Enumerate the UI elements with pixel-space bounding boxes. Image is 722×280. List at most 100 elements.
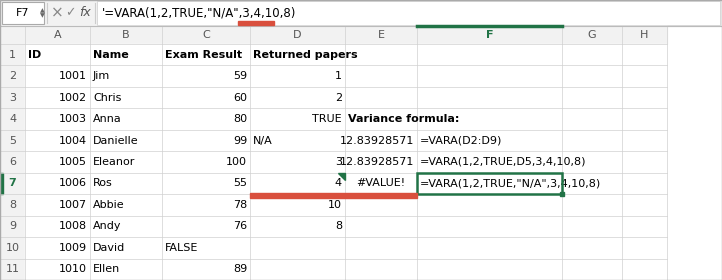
Bar	[162, 130, 250, 151]
Bar	[562, 151, 622, 173]
Bar	[25, 173, 90, 194]
Text: 76: 76	[233, 221, 247, 231]
Text: A: A	[53, 30, 61, 40]
Bar	[0, 173, 25, 194]
Bar	[250, 193, 417, 198]
Bar	[25, 66, 90, 87]
Bar	[250, 130, 345, 151]
Bar	[562, 216, 622, 237]
Bar	[90, 194, 162, 216]
Bar	[162, 151, 250, 173]
Bar	[562, 194, 622, 216]
Text: ▲: ▲	[40, 8, 44, 13]
Polygon shape	[338, 173, 345, 180]
Bar	[417, 108, 562, 130]
Text: 7: 7	[9, 178, 17, 188]
Bar	[562, 44, 622, 66]
Bar	[345, 258, 417, 280]
Text: 4: 4	[9, 114, 16, 124]
Text: 1010: 1010	[59, 264, 87, 274]
Bar	[622, 130, 667, 151]
Bar	[345, 216, 417, 237]
Bar	[562, 66, 622, 87]
Text: Andy: Andy	[93, 221, 121, 231]
Bar	[25, 108, 90, 130]
Bar	[0, 216, 25, 237]
Bar	[417, 26, 562, 44]
Bar	[560, 192, 563, 196]
Text: ▼: ▼	[40, 13, 44, 18]
Bar	[0, 173, 2, 194]
Bar	[162, 66, 250, 87]
Bar	[90, 151, 162, 173]
Text: Chris: Chris	[93, 93, 121, 103]
Text: F: F	[486, 30, 493, 40]
Bar	[622, 151, 667, 173]
Text: Danielle: Danielle	[93, 136, 139, 146]
Text: '=VARA(1,2,TRUE,"N/A",3,4,10,8): '=VARA(1,2,TRUE,"N/A",3,4,10,8)	[102, 6, 296, 20]
Bar	[622, 237, 667, 258]
Bar	[622, 216, 667, 237]
Text: 4: 4	[335, 178, 342, 188]
Bar	[162, 258, 250, 280]
Text: 10: 10	[328, 200, 342, 210]
Bar	[250, 237, 345, 258]
Text: 5: 5	[9, 136, 16, 146]
Bar	[417, 194, 562, 216]
Bar	[250, 66, 345, 87]
Bar	[417, 44, 562, 66]
Bar	[562, 237, 622, 258]
Text: #VALUE!: #VALUE!	[357, 178, 406, 188]
Bar	[2, 2, 44, 24]
Bar	[90, 237, 162, 258]
Bar	[25, 237, 90, 258]
Bar	[417, 173, 562, 194]
Bar	[162, 173, 250, 194]
Bar	[162, 216, 250, 237]
Bar	[90, 87, 162, 108]
Bar	[562, 130, 622, 151]
Bar	[345, 151, 417, 173]
Text: 9: 9	[9, 221, 16, 231]
Bar	[0, 87, 25, 108]
Bar	[622, 44, 667, 66]
Bar	[622, 194, 667, 216]
Text: E: E	[378, 30, 385, 40]
Bar	[25, 258, 90, 280]
Bar	[162, 87, 250, 108]
Text: 100: 100	[226, 157, 247, 167]
Text: Name: Name	[93, 50, 129, 60]
Text: ×: ×	[51, 6, 64, 20]
Text: 8: 8	[335, 221, 342, 231]
Bar	[0, 194, 25, 216]
Bar	[417, 87, 562, 108]
Bar	[417, 258, 562, 280]
Bar	[345, 87, 417, 108]
Bar	[25, 194, 90, 216]
Bar	[25, 130, 90, 151]
Bar	[0, 237, 25, 258]
Text: Anna: Anna	[93, 114, 122, 124]
Text: Ros: Ros	[93, 178, 113, 188]
Text: N/A: N/A	[253, 136, 273, 146]
Text: 89: 89	[232, 264, 247, 274]
Text: 12.83928571: 12.83928571	[339, 136, 414, 146]
Bar	[562, 258, 622, 280]
Text: 1009: 1009	[59, 243, 87, 253]
Bar	[345, 108, 417, 130]
Bar	[162, 44, 250, 66]
Text: 78: 78	[232, 200, 247, 210]
Bar	[622, 66, 667, 87]
Text: B: B	[122, 30, 130, 40]
Bar	[250, 173, 345, 194]
Text: 2: 2	[9, 71, 16, 81]
Text: 10: 10	[6, 243, 19, 253]
Text: 1002: 1002	[59, 93, 87, 103]
Text: Variance formula:: Variance formula:	[348, 114, 459, 124]
Bar	[250, 194, 345, 216]
Text: G: G	[588, 30, 596, 40]
Bar	[0, 0, 722, 26]
Bar	[90, 173, 162, 194]
Bar	[162, 108, 250, 130]
Text: 12.83928571: 12.83928571	[339, 157, 414, 167]
